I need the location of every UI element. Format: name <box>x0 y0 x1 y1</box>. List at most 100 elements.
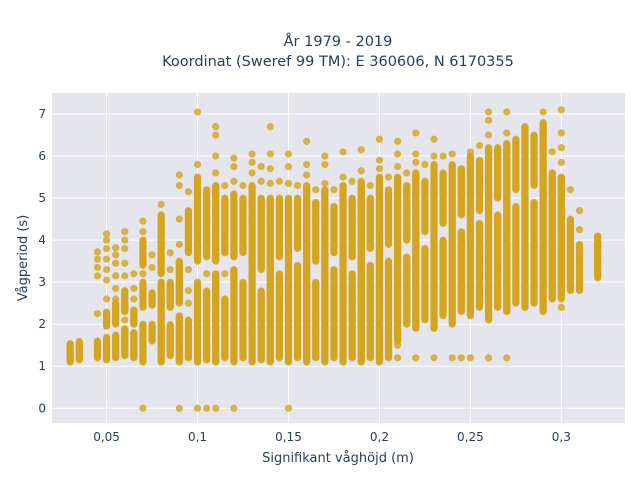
data-point <box>112 259 120 267</box>
data-point <box>284 194 293 202</box>
data-point <box>203 270 211 278</box>
scatter-column <box>175 171 183 412</box>
scatter-column <box>93 248 102 362</box>
data-point <box>375 165 384 173</box>
data-point <box>375 173 384 181</box>
data-point <box>93 310 102 318</box>
data-point <box>121 259 129 267</box>
data-point <box>266 123 274 131</box>
scatter-column <box>75 337 83 364</box>
data-point <box>139 404 147 412</box>
data-point <box>203 186 211 194</box>
data-point <box>93 263 102 272</box>
scatter-column <box>266 123 274 366</box>
data-point <box>248 169 256 177</box>
data-point <box>284 150 293 158</box>
data-point <box>130 284 138 293</box>
data-point <box>130 295 138 303</box>
data-point <box>257 287 265 295</box>
scatter-column <box>212 123 220 412</box>
scatter-column <box>193 108 202 412</box>
data-point <box>166 265 174 274</box>
data-point <box>102 255 111 263</box>
data-point <box>212 131 220 139</box>
data-point <box>257 177 265 185</box>
data-point <box>366 261 374 269</box>
data-point <box>139 270 147 278</box>
data-point <box>230 265 238 274</box>
data-point <box>339 173 347 181</box>
data-point <box>348 177 356 185</box>
plot-area <box>52 93 625 423</box>
data-point <box>148 251 156 259</box>
data-point <box>357 177 365 185</box>
data-point <box>193 173 202 181</box>
data-point <box>93 337 102 345</box>
data-point <box>121 325 129 333</box>
data-point <box>175 404 183 412</box>
data-point <box>293 261 302 269</box>
scatter-column <box>357 146 365 366</box>
scatter-column <box>384 173 393 362</box>
data-point <box>175 257 183 265</box>
data-point <box>157 211 165 219</box>
data-point <box>102 295 111 303</box>
data-point <box>230 177 238 185</box>
data-point <box>212 404 220 412</box>
scatter-column <box>139 217 147 412</box>
data-point <box>175 215 183 223</box>
data-point <box>366 181 374 190</box>
data-point <box>303 137 311 145</box>
data-point <box>266 179 274 187</box>
data-point <box>303 171 311 179</box>
data-point <box>203 404 211 412</box>
scatter-column <box>66 339 74 366</box>
data-point <box>139 228 147 236</box>
data-point <box>275 270 283 278</box>
scatter-column <box>148 251 156 345</box>
data-point <box>221 270 229 278</box>
data-point <box>239 278 247 286</box>
data-point <box>203 287 211 295</box>
data-point <box>221 295 229 303</box>
data-point <box>303 160 311 169</box>
data-point <box>112 244 120 252</box>
data-point <box>102 230 111 238</box>
data-point <box>257 194 265 202</box>
data-point <box>102 265 111 274</box>
data-point <box>66 339 74 348</box>
data-point <box>112 331 120 339</box>
data-point <box>339 181 347 190</box>
data-point <box>175 240 183 248</box>
data-point <box>193 278 202 286</box>
data-point <box>357 167 365 175</box>
scatter-column <box>321 152 329 366</box>
data-point <box>257 162 265 171</box>
data-point <box>348 194 356 202</box>
scatter-column <box>121 228 129 360</box>
data-point <box>321 186 329 194</box>
data-point <box>348 270 356 278</box>
scatter-column <box>375 135 384 366</box>
data-point <box>166 249 174 257</box>
data-point <box>330 265 338 274</box>
data-point <box>121 272 129 280</box>
scatter-column <box>203 186 211 412</box>
data-point <box>175 171 183 179</box>
data-point <box>248 150 256 158</box>
data-point <box>239 194 247 202</box>
data-point <box>230 154 238 162</box>
scatter-column <box>102 230 111 364</box>
data-point <box>312 278 320 286</box>
data-point <box>357 146 365 154</box>
data-point <box>312 198 320 206</box>
data-point <box>139 236 147 244</box>
scatter-column <box>257 162 265 364</box>
data-point <box>193 404 202 412</box>
data-point <box>266 150 274 158</box>
scatter-column <box>248 150 256 366</box>
scatter-column <box>366 181 374 362</box>
data-point <box>321 160 329 169</box>
data-point <box>330 186 338 194</box>
